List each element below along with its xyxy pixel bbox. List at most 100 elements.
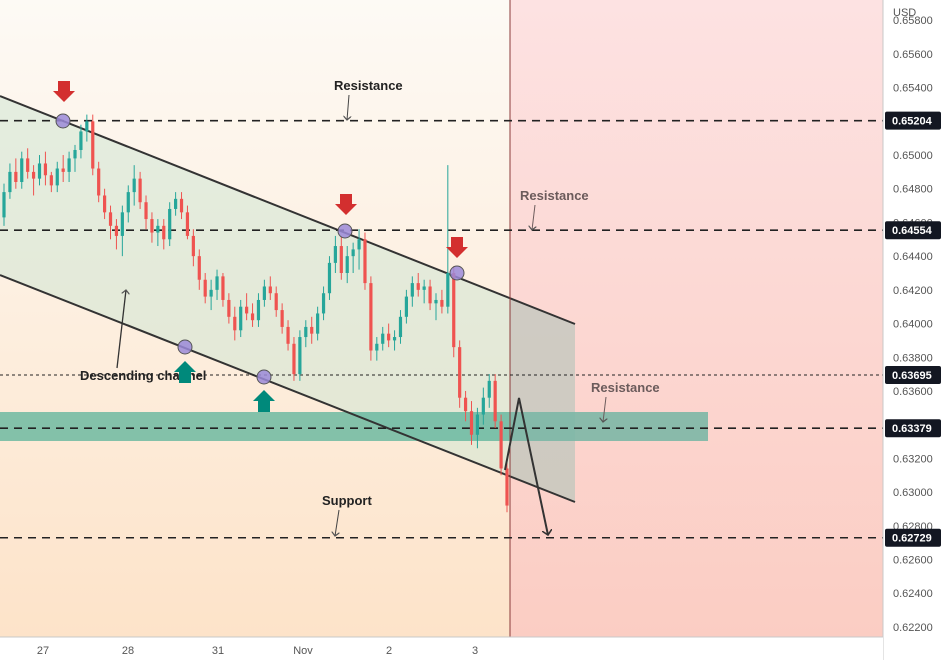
support-label: Support <box>322 493 372 508</box>
time-tick-label: 28 <box>122 645 134 657</box>
touch-point <box>256 369 272 385</box>
resistance-pointer-2 <box>532 204 535 230</box>
support-arrows <box>174 361 275 412</box>
price-levels <box>0 119 883 539</box>
resistance-arrows <box>53 81 468 258</box>
channel-label-pointer <box>116 290 126 369</box>
candle-body <box>392 337 397 341</box>
arrow-down-icon <box>53 81 75 102</box>
time-tick-label: 27 <box>37 645 49 657</box>
descending-channel-fill <box>0 96 575 502</box>
support-zone-right <box>510 412 708 441</box>
support-pointer <box>335 509 339 536</box>
price-tick-label: 0.65400 <box>893 83 933 95</box>
candle-body <box>144 202 148 220</box>
price-badge <box>885 528 941 547</box>
candle-body <box>487 380 491 398</box>
candle-body <box>239 306 243 331</box>
candle-body <box>215 276 219 290</box>
candle-body <box>2 192 6 218</box>
candle-body <box>316 313 320 334</box>
candle-body <box>375 343 379 351</box>
time-ticks: 27 28 31 Nov 2 3 <box>37 645 478 657</box>
candle-body <box>286 326 290 344</box>
price-badge-label: 0.64554 <box>892 225 933 237</box>
arrow-down-icon <box>335 194 357 215</box>
time-tick-label: 2 <box>386 645 392 657</box>
price-tick-label: 0.62600 <box>893 554 933 566</box>
price-axis <box>883 0 945 660</box>
price-badge <box>885 111 941 130</box>
candle-body <box>268 286 272 294</box>
resistance-label-3: Resistance <box>591 380 660 395</box>
candle-body <box>469 411 474 435</box>
price-tick-label: 0.63000 <box>893 487 933 499</box>
touch-point <box>55 113 71 129</box>
candle-body <box>97 168 101 196</box>
resistance-label-1: Resistance <box>334 78 403 93</box>
candle-body <box>85 121 89 132</box>
candle-body <box>298 337 302 375</box>
time-axis <box>0 637 883 660</box>
candle-body <box>481 397 485 415</box>
future-background <box>510 0 883 637</box>
candle-body <box>333 246 337 263</box>
price-tick-label: 0.64000 <box>893 319 933 331</box>
price-tick-label: 0.62200 <box>893 622 933 634</box>
projection-shadow <box>510 298 575 502</box>
candle-body <box>49 175 53 186</box>
currency-label: USD <box>893 7 916 19</box>
candle-body <box>126 192 130 213</box>
candle-body <box>428 286 432 304</box>
time-tick-label: 3 <box>472 645 478 657</box>
candle-body <box>245 306 249 314</box>
candle-body <box>55 168 59 186</box>
resistance-pointer-1 <box>347 94 349 120</box>
price-tick-label: 0.63800 <box>893 352 933 364</box>
price-tick-label: 0.63200 <box>893 453 933 465</box>
candle-body <box>185 212 190 236</box>
price-tick-label: 0.65600 <box>893 49 933 61</box>
candle-body <box>174 198 178 209</box>
candle-body <box>280 310 284 327</box>
touch-point <box>337 223 353 239</box>
price-badge-label: 0.63379 <box>892 423 932 435</box>
price-tick-label: 0.64200 <box>893 285 933 297</box>
candle-body <box>20 158 24 182</box>
candle-body <box>132 178 136 193</box>
resistance-pointer-3 <box>603 396 606 422</box>
price-badge <box>885 365 941 384</box>
candle-body <box>250 313 255 321</box>
candle-body <box>310 326 314 334</box>
time-tick-label: Nov <box>293 645 313 657</box>
candle-body <box>209 289 213 297</box>
candle-body <box>363 239 367 284</box>
candle-body <box>351 249 355 257</box>
candle-body <box>345 256 349 273</box>
candle-body <box>274 293 278 311</box>
candle-body <box>43 163 48 176</box>
candle-body <box>14 171 18 182</box>
candle-body <box>179 198 184 213</box>
candle-body <box>357 239 361 250</box>
candle-body <box>67 158 71 172</box>
candle-body <box>458 347 462 398</box>
candle-body <box>410 283 414 297</box>
arrow-up-icon <box>253 390 275 412</box>
candle-body <box>61 168 65 172</box>
candle-body <box>203 279 207 297</box>
candle-body <box>321 293 326 314</box>
price-badge-label: 0.62729 <box>892 533 932 545</box>
candle-body <box>381 333 385 344</box>
candle-body <box>434 299 438 304</box>
candles <box>2 114 509 513</box>
price-badge <box>885 419 941 438</box>
price-badges: 0.65204 0.64554 0.63695 0.63379 0.62729 <box>885 111 941 547</box>
price-badge-label: 0.63695 <box>892 370 932 382</box>
price-badge-label: 0.65204 <box>892 116 933 128</box>
candle-body <box>292 343 296 375</box>
price-tick-label: 0.62400 <box>893 588 933 600</box>
candle-body <box>37 163 42 179</box>
candle-body <box>73 149 77 159</box>
